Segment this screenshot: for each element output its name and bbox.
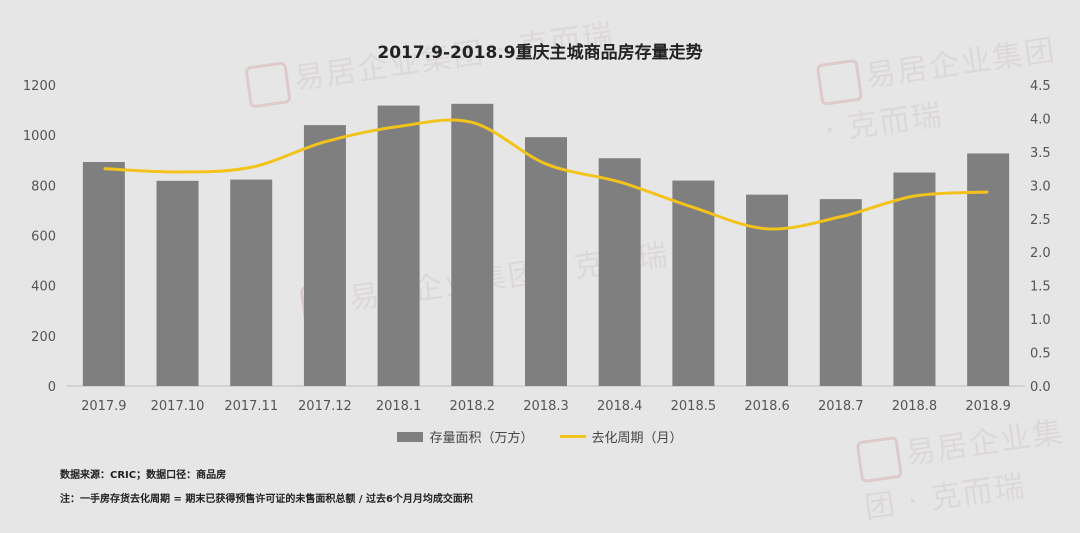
line-point — [913, 195, 915, 197]
x-tick-label: 2018.9 — [965, 399, 1011, 414]
x-tick-label: 2017.9 — [81, 399, 127, 414]
legend-swatch-line — [559, 435, 586, 438]
y-left-tick-label: 0 — [48, 380, 56, 395]
bar — [82, 162, 125, 386]
x-tick-label: 2018.8 — [892, 399, 938, 414]
y-right-tick-label: 4.5 — [1030, 79, 1051, 94]
bar — [598, 158, 641, 386]
y-right-tick-label: 3.0 — [1030, 179, 1051, 194]
source-note: 数据来源：CRIC；数据口径：商品房 — [60, 470, 227, 481]
y-right-tick-label: 1.5 — [1030, 280, 1051, 295]
y-left-tick-label: 1200 — [23, 79, 56, 94]
line-point — [250, 166, 252, 168]
x-tick-label: 2017.11 — [224, 399, 278, 414]
x-tick-label: 2018.5 — [671, 399, 717, 414]
legend-item-bar: 存量面积（万方） — [397, 427, 534, 446]
x-tick-label: 2017.10 — [151, 399, 205, 414]
line-point — [840, 216, 842, 218]
line-point — [398, 125, 400, 127]
bar — [230, 179, 273, 386]
line-point — [545, 163, 547, 165]
bar — [893, 172, 936, 386]
x-tick-label: 2018.3 — [523, 399, 569, 414]
bar — [967, 153, 1010, 386]
chart-legend: 存量面积（万方） 去化周期（月） — [0, 427, 1080, 446]
bar — [156, 180, 199, 386]
line-point — [471, 121, 473, 123]
line-point — [766, 228, 768, 230]
bar — [746, 194, 789, 386]
line-point — [619, 181, 621, 183]
y-right-tick-label: 0.0 — [1030, 380, 1051, 395]
bar — [672, 180, 715, 386]
y-right-tick-label: 1.0 — [1030, 313, 1051, 328]
legend-label-bar: 存量面积（万方） — [429, 431, 534, 446]
line-point — [324, 141, 326, 143]
x-tick-label: 2018.1 — [376, 399, 422, 414]
bar — [525, 137, 567, 386]
legend-swatch-bar — [397, 431, 424, 442]
y-left-tick-label: 200 — [31, 330, 56, 345]
bar — [303, 125, 346, 386]
y-right-tick-label: 2.5 — [1030, 213, 1051, 228]
line-point — [987, 191, 989, 193]
x-tick-label: 2018.4 — [597, 399, 643, 414]
line-point — [692, 206, 694, 208]
definition-note: 注：一手房存货去化周期 = 期末已获得预售许可证的未售面积总额 / 过去6个月月… — [60, 494, 473, 505]
x-tick-label: 2018.2 — [450, 399, 496, 414]
bar — [819, 199, 862, 386]
x-tick-label: 2017.12 — [298, 399, 352, 414]
y-right-tick-label: 4.0 — [1030, 112, 1051, 127]
chart-title: 2017.9-2018.9重庆主城商品房存量走势 — [377, 43, 703, 63]
y-left-tick-label: 600 — [31, 230, 56, 245]
legend-label-line: 去化周期（月） — [591, 431, 683, 446]
y-left-tick-label: 800 — [31, 179, 56, 194]
legend-item-line: 去化周期（月） — [559, 427, 683, 446]
y-left-tick-label: 400 — [31, 280, 56, 295]
y-right-tick-label: 0.5 — [1030, 347, 1051, 362]
y-right-tick-label: 2.0 — [1030, 246, 1051, 261]
x-tick-label: 2018.7 — [818, 399, 864, 414]
line-point — [177, 171, 179, 173]
y-right-tick-label: 3.5 — [1030, 146, 1051, 161]
bar — [377, 105, 420, 387]
y-left-tick-label: 1000 — [23, 129, 56, 144]
line-point — [103, 168, 105, 170]
bar — [451, 103, 494, 386]
x-tick-label: 2018.6 — [744, 399, 790, 414]
